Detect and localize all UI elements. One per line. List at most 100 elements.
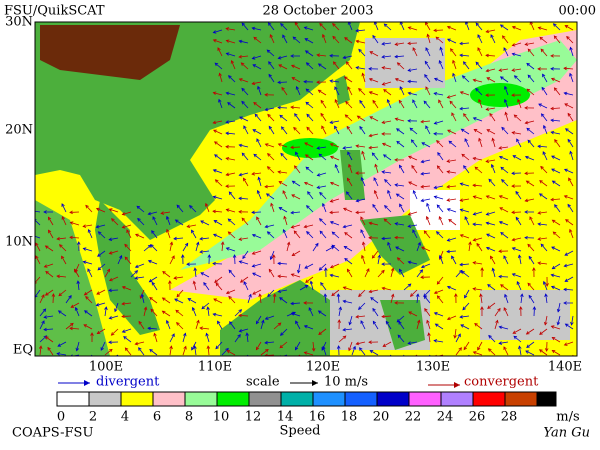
wind-vector-head xyxy=(551,336,556,341)
wind-vector xyxy=(100,341,106,351)
wind-vector xyxy=(226,157,236,161)
wind-vector-head xyxy=(114,308,118,313)
wind-vector xyxy=(356,29,366,32)
wind-vector-head xyxy=(290,145,294,150)
wind-vector-head xyxy=(446,159,451,163)
wind-vector-head xyxy=(292,357,295,360)
wind-vector-head xyxy=(526,88,531,93)
wind-vector xyxy=(372,152,379,161)
wind-vector xyxy=(538,262,548,265)
wind-vector xyxy=(117,255,122,265)
wind-vector-head xyxy=(409,357,412,360)
wind-vector-head xyxy=(504,85,508,90)
wind-vector-head xyxy=(256,189,261,194)
wind-vector-head xyxy=(104,306,108,311)
wind-vector xyxy=(486,68,496,72)
wind-vector-head xyxy=(459,41,463,46)
wind-vector-head xyxy=(342,146,347,150)
wind-vector-head xyxy=(243,281,247,285)
wind-vector xyxy=(557,302,561,312)
wind-vector-head xyxy=(121,212,126,216)
wind-vector xyxy=(84,289,93,296)
wind-vector xyxy=(421,172,431,175)
wind-vector xyxy=(408,311,418,317)
wind-vector-head xyxy=(407,341,412,345)
wind-vector xyxy=(109,315,119,319)
wind-vector xyxy=(460,234,470,239)
wind-vector xyxy=(213,29,223,34)
wind-vector xyxy=(539,349,548,356)
wind-vector-head xyxy=(238,210,242,214)
wind-vector-head xyxy=(420,198,425,203)
wind-vector xyxy=(44,315,54,318)
wind-vector xyxy=(463,165,470,174)
wind-vector xyxy=(192,307,197,317)
wind-vector-head xyxy=(43,210,47,214)
wind-vector-head xyxy=(398,320,402,325)
wind-vector-head xyxy=(529,216,533,220)
wind-vector-head xyxy=(214,154,218,158)
wind-vector-head xyxy=(68,294,72,299)
wind-vector-head xyxy=(306,113,310,118)
wind-vector xyxy=(540,48,548,57)
wind-vector xyxy=(322,346,327,356)
wind-vector-head xyxy=(228,269,233,274)
wind-vector-head xyxy=(567,138,571,143)
wind-vector xyxy=(387,99,392,109)
wind-vector xyxy=(59,244,67,252)
wind-vector xyxy=(407,80,418,83)
wind-vector-head xyxy=(412,229,416,234)
wind-vector-head xyxy=(361,150,365,155)
wind-vector-head xyxy=(501,179,505,183)
wind-vector xyxy=(343,146,353,149)
wind-vector-head xyxy=(553,35,558,40)
wind-vector xyxy=(538,237,548,240)
wind-vector xyxy=(227,102,236,109)
wind-vector xyxy=(330,198,340,202)
wind-vector xyxy=(243,178,249,187)
wind-vector-head xyxy=(427,332,431,337)
wind-vector xyxy=(425,22,431,31)
wind-vector-head xyxy=(255,346,260,351)
wind-vector-head xyxy=(306,126,310,131)
wind-vector xyxy=(252,272,262,278)
wind-vector xyxy=(111,218,119,226)
wind-vector xyxy=(96,224,106,228)
wind-vector xyxy=(387,242,392,252)
wind-vector-head xyxy=(212,169,217,173)
wind-vector xyxy=(265,143,275,148)
wind-vector xyxy=(564,195,574,200)
wind-vector-head xyxy=(100,347,104,351)
lon-label: 140E xyxy=(548,360,582,375)
wind-vector-head xyxy=(361,254,365,259)
wind-vector xyxy=(213,169,223,174)
wind-vector-head xyxy=(252,129,257,133)
wind-vector-head xyxy=(408,181,412,185)
wind-vector xyxy=(423,230,431,239)
wind-vector xyxy=(279,297,288,304)
wind-vector-head xyxy=(97,253,101,257)
wind-vector-head xyxy=(420,184,424,189)
wind-vector-head xyxy=(355,210,359,215)
wind-vector-head xyxy=(121,314,125,319)
wind-vector-head xyxy=(420,159,425,164)
wind-vector-head xyxy=(485,212,490,216)
wind-vector-head xyxy=(564,323,569,327)
wind-vector xyxy=(473,117,483,122)
wind-vector xyxy=(455,347,462,356)
wind-vector-head xyxy=(196,319,200,324)
wind-vector xyxy=(553,23,561,31)
wind-vector-head xyxy=(264,184,268,189)
wind-vector-head xyxy=(251,81,256,86)
wind-vector-head xyxy=(526,62,530,67)
wind-vector xyxy=(154,333,158,343)
wind-vector xyxy=(267,289,275,297)
wind-vector xyxy=(434,185,444,189)
wind-vector-head xyxy=(475,61,480,66)
wind-vector-head xyxy=(544,293,548,298)
wind-vector xyxy=(494,308,501,317)
wind-vector xyxy=(260,320,264,330)
wind-vector xyxy=(369,51,379,57)
wind-vector xyxy=(282,354,288,356)
wind-vector xyxy=(539,193,548,200)
